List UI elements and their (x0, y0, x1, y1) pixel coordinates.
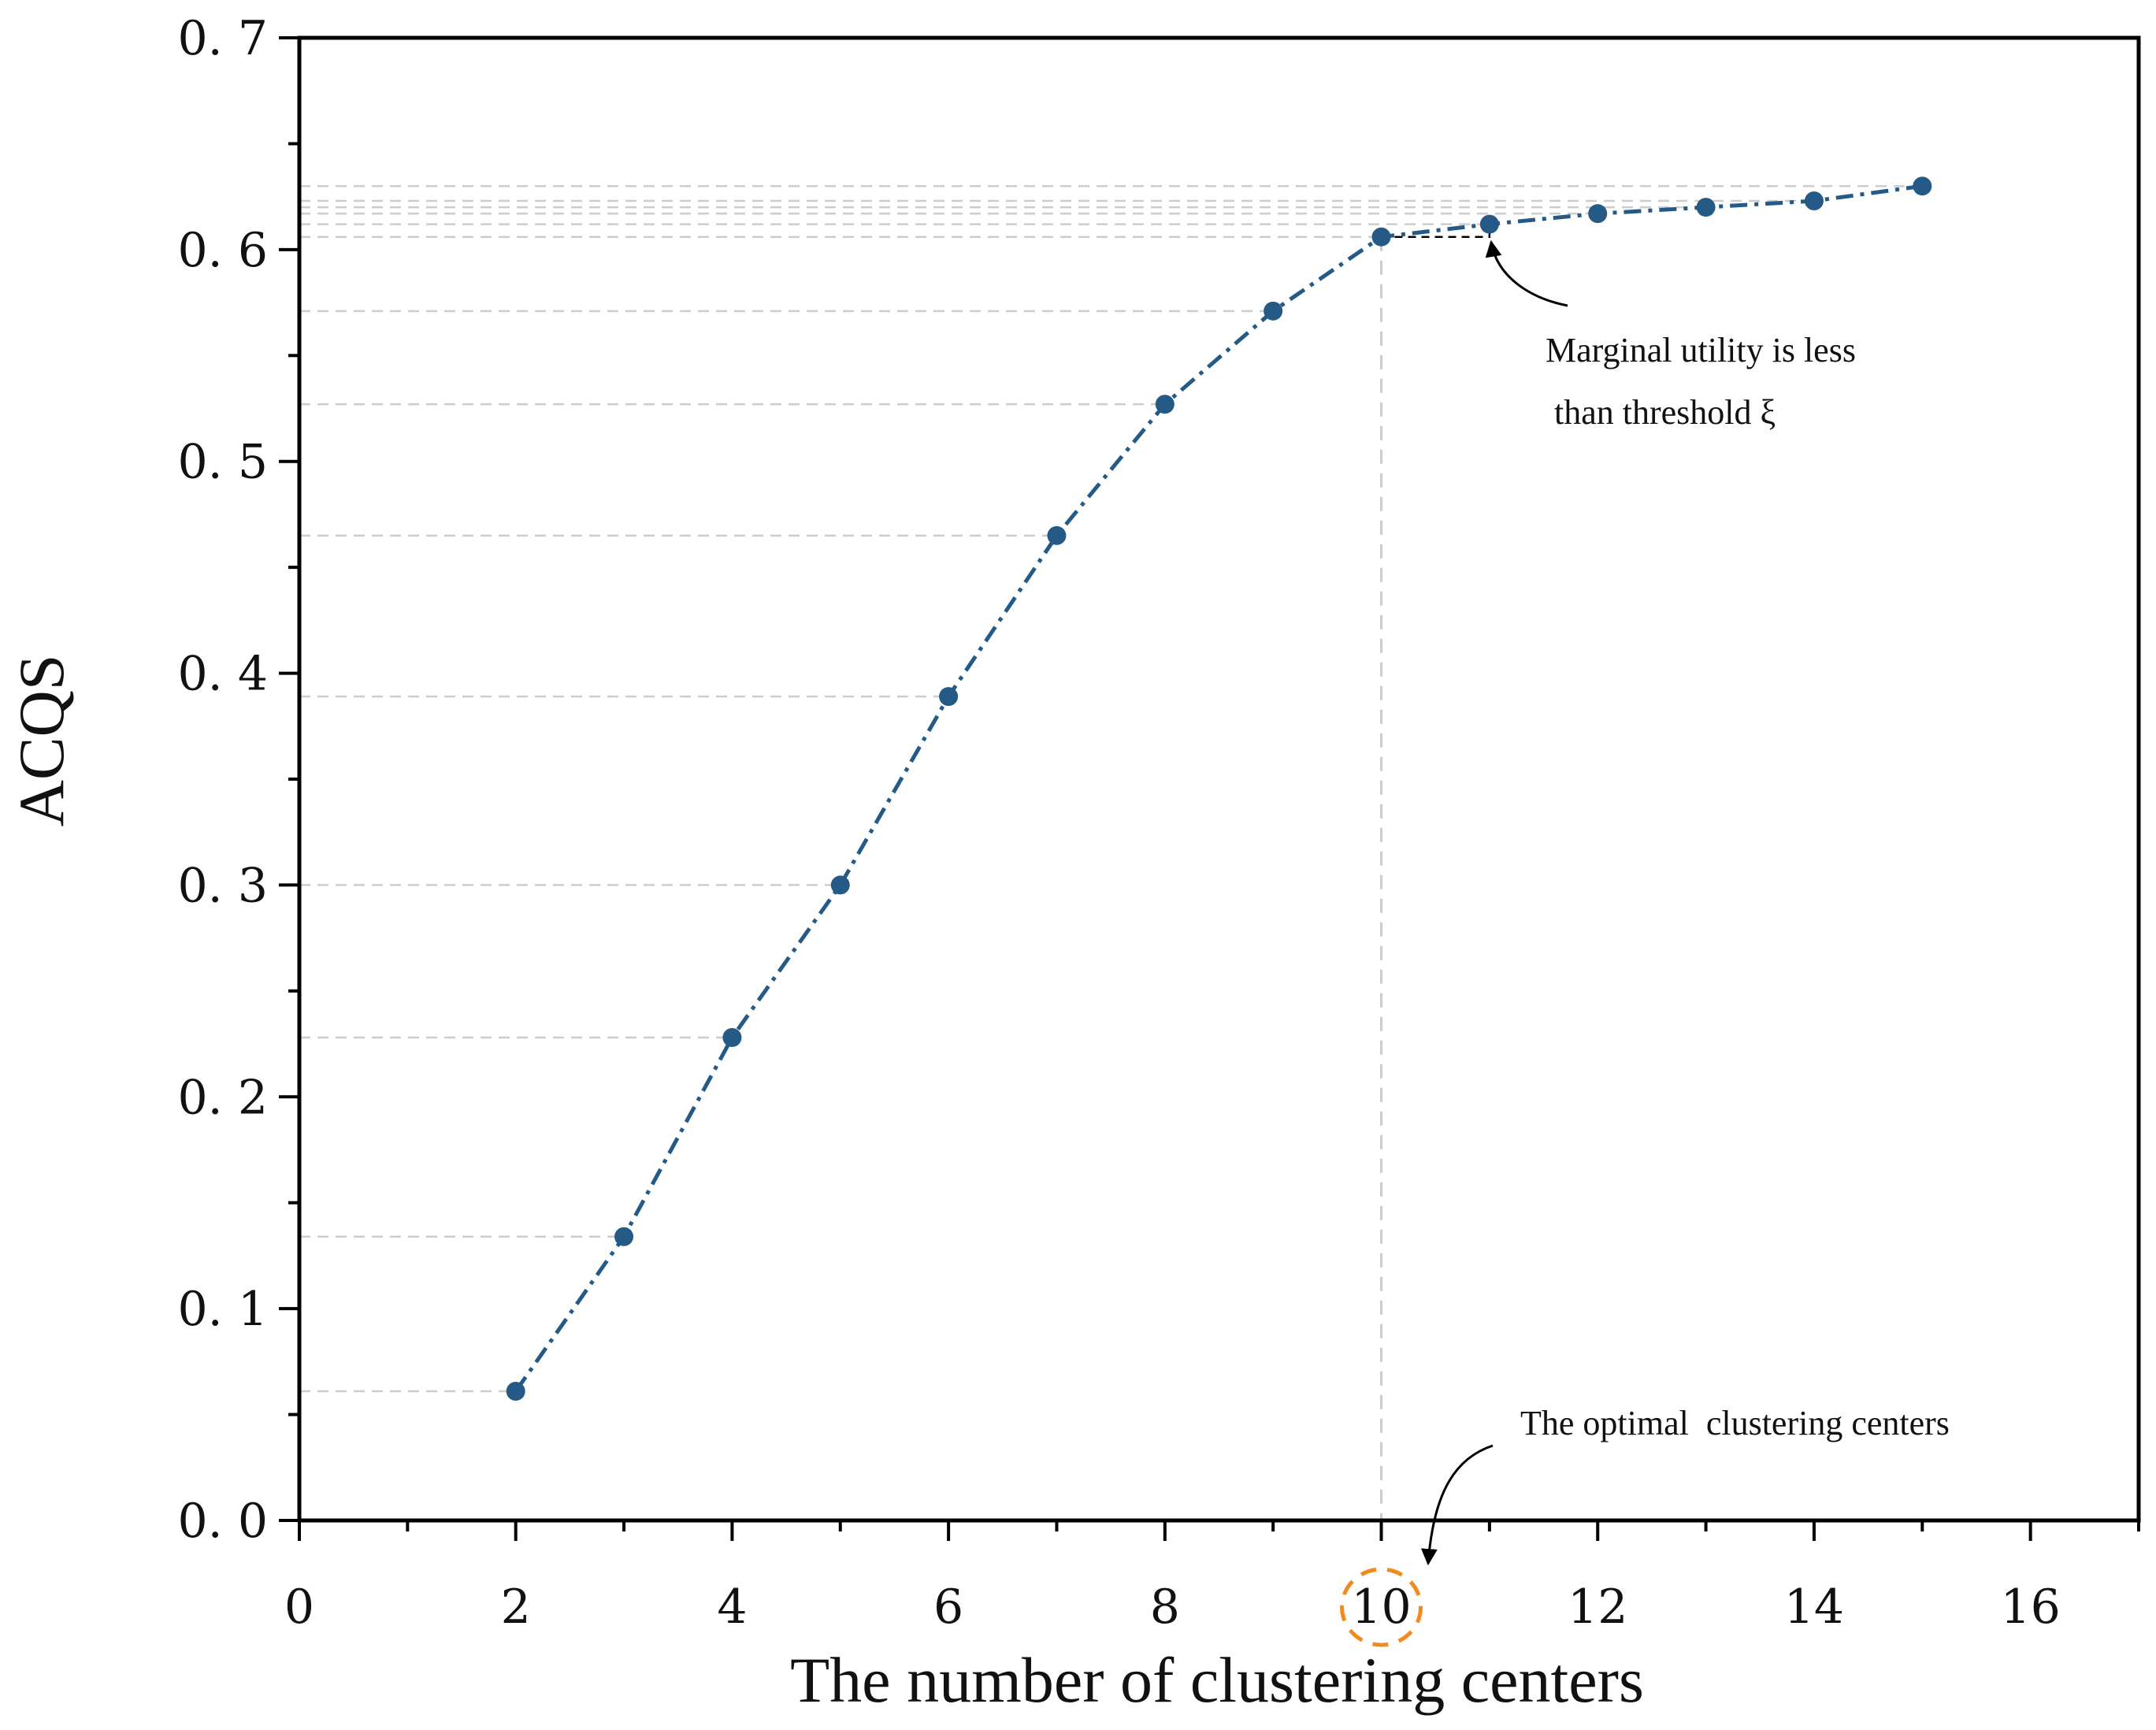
plot-frame (297, 35, 2141, 1523)
data-point (614, 1227, 634, 1246)
series-layer (514, 184, 1923, 1393)
data-point (1696, 198, 1716, 217)
x-tick-label: 12 (1568, 1580, 1627, 1635)
data-point (939, 687, 959, 707)
annotation-optimal-centers: The optimal clustering centers (1420, 1404, 1950, 1566)
annotation-arrow-optimal (1420, 1444, 1494, 1566)
y-axis-title: ACQS (6, 655, 77, 827)
y-tick-label: 0. 3 (178, 858, 269, 913)
annotation-arrow-marginal (1485, 239, 1568, 307)
annotation-optimal-text: The optimal clustering centers (1520, 1404, 1950, 1442)
marginal-gap-marker (1381, 224, 1491, 238)
annotation-marginal-line2: than threshold ξ (1546, 393, 1776, 432)
data-point (1913, 176, 1932, 196)
series-line (514, 184, 1923, 1393)
data-point (1155, 395, 1174, 414)
x-tick-label: 2 (501, 1580, 531, 1635)
x-tick-label: 10 (1351, 1580, 1411, 1635)
optimal-k-highlight-circle (1340, 1567, 1423, 1647)
reference-lines (299, 184, 1923, 1520)
y-tick-label: 0. 4 (178, 647, 269, 702)
y-tick-label: 0. 2 (178, 1070, 269, 1125)
data-point (506, 1381, 525, 1401)
x-tick-label: 16 (2000, 1580, 2060, 1635)
x-tick-label: 0 (284, 1580, 314, 1635)
data-point (1371, 227, 1391, 247)
x-tick-label: 14 (1784, 1580, 1844, 1635)
annotation-marginal-utility: Marginal utility is less than threshold … (1485, 239, 1856, 432)
y-tick-label: 0. 5 (178, 435, 269, 490)
data-point (1804, 191, 1824, 211)
y-tick-label: 0. 0 (178, 1494, 269, 1549)
data-points (506, 176, 1932, 1401)
x-tick-label: 8 (1150, 1580, 1180, 1635)
data-point (1264, 301, 1283, 321)
x-axis-title: The number of clustering centers (790, 1644, 1644, 1716)
x-axis-ticks: 0 2 4 6 8 10 12 14 16 (284, 1520, 2140, 1635)
annotation-marginal-line1: Marginal utility is less (1546, 331, 1856, 369)
data-point (1588, 204, 1608, 224)
data-point (830, 875, 850, 895)
y-tick-label: 0. 1 (178, 1282, 269, 1337)
data-point (1047, 525, 1067, 545)
y-tick-label: 0. 6 (178, 223, 269, 278)
x-tick-label: 6 (933, 1580, 963, 1635)
y-axis-ticks: 0. 0 0. 1 0. 2 0. 3 0. 4 0. 5 0. 6 0. 7 (178, 11, 299, 1549)
y-tick-label: 0. 7 (178, 11, 269, 66)
data-point (1479, 214, 1499, 234)
data-point (722, 1028, 742, 1048)
marginal-gap-line (1381, 224, 1491, 238)
x-tick-label: 4 (717, 1580, 747, 1635)
